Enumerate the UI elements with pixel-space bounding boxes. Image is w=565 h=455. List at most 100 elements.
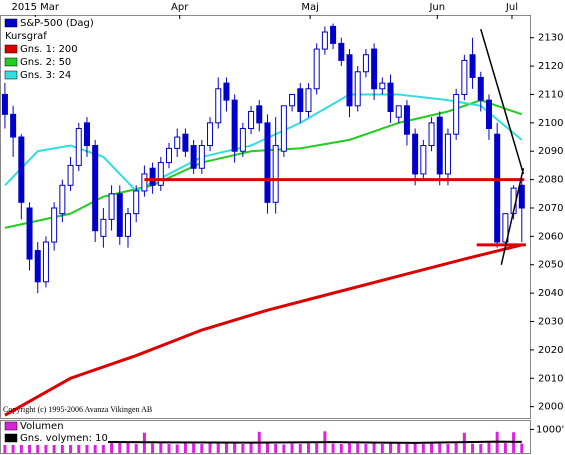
y-tick-label: 2000 <box>538 402 563 413</box>
candle-body <box>26 207 33 260</box>
candle-body <box>362 54 369 73</box>
candle-body <box>92 145 99 232</box>
legend-label: Gns. 3: 24 <box>20 70 71 81</box>
candle-body <box>403 105 410 135</box>
y-tick-label: 2110 <box>538 89 563 100</box>
candle-body <box>207 122 214 147</box>
candle-body <box>141 173 148 192</box>
volume-bar <box>421 444 425 453</box>
legend-label: Gns. 2: 50 <box>20 57 71 68</box>
volume-bar <box>36 441 40 453</box>
volume-bar <box>167 444 171 453</box>
volume-bar <box>520 443 524 453</box>
volume-bar <box>175 444 179 453</box>
volume-bar <box>265 443 269 453</box>
volume-bar <box>151 443 155 453</box>
legend-swatch <box>4 57 18 67</box>
x-tick-label: 2015 Mar <box>12 2 60 13</box>
volume-bar <box>110 443 114 453</box>
candle-body <box>477 76 484 101</box>
candle-body <box>444 133 451 175</box>
volume-bar <box>290 443 294 453</box>
legend-label: Kursgraf <box>5 31 47 42</box>
volume-bar <box>356 443 360 453</box>
candle-body <box>182 133 189 152</box>
y-tick-label: 2040 <box>538 288 563 299</box>
candle-body <box>436 116 443 175</box>
volume-bar <box>93 442 97 453</box>
x-tick-label: Jun <box>428 2 445 13</box>
volume-bar <box>413 443 417 453</box>
volume-bar <box>200 444 204 453</box>
volume-bar <box>224 443 228 453</box>
candle-body <box>100 218 107 237</box>
y-tick-label: 2100 <box>538 118 563 129</box>
candle-body <box>157 162 164 186</box>
volume-bar <box>28 441 32 453</box>
volume-bar <box>331 443 335 453</box>
candle-body <box>198 145 205 169</box>
volume-bar <box>339 444 343 453</box>
volume-bar <box>126 442 130 453</box>
candle-body <box>133 190 140 215</box>
y-tick-label: 2030 <box>538 317 563 328</box>
candle-body <box>18 136 25 203</box>
candle-body <box>395 105 402 118</box>
volume-bar <box>85 444 89 453</box>
volume-bar <box>3 443 7 453</box>
legend-label: Gns. 1: 200 <box>20 44 78 55</box>
candle-body <box>371 48 378 90</box>
candle-body <box>387 82 394 112</box>
moving-average <box>4 243 523 417</box>
volume-bar <box>216 443 220 453</box>
candle-body <box>83 122 90 147</box>
volume-bar <box>274 444 278 453</box>
candle-body <box>75 128 82 166</box>
candle-body <box>166 147 173 164</box>
candle-body <box>116 193 123 237</box>
volume-bar <box>11 444 15 453</box>
legend-swatch <box>4 44 18 54</box>
y-tick-label: 2130 <box>538 33 563 44</box>
volume-bar <box>438 443 442 453</box>
y-tick-label: 2070 <box>538 203 563 214</box>
legend-swatch <box>4 70 18 80</box>
candle-body <box>420 145 427 175</box>
candle-body <box>379 82 386 90</box>
legend-swatch <box>4 433 18 443</box>
volume-bar <box>233 442 237 453</box>
candle-body <box>264 122 271 203</box>
candle-body <box>174 136 181 149</box>
volume-bar <box>348 443 352 453</box>
candle-body <box>248 110 255 130</box>
y-tick-label: 2010 <box>538 373 563 384</box>
candle-body <box>346 54 353 107</box>
volume-bar <box>183 443 187 453</box>
candle-body <box>313 48 320 90</box>
volume-bar <box>52 442 56 453</box>
candle-body <box>256 105 263 124</box>
y-tick-label: 2120 <box>538 61 563 72</box>
candle-body <box>223 82 230 101</box>
candle-body <box>239 128 246 152</box>
volume-bar <box>60 443 64 453</box>
candle-body <box>10 113 17 138</box>
candle-body <box>59 184 66 215</box>
candle-body <box>485 99 492 130</box>
candle-body <box>108 193 115 220</box>
candle-body <box>51 207 58 243</box>
legend-label: Gns. volymen: 10 <box>20 433 108 444</box>
candle-body <box>412 133 419 175</box>
volume-bar <box>69 443 73 453</box>
candle-body <box>149 167 156 186</box>
legend-box <box>2 17 106 83</box>
volume-bar <box>306 443 310 453</box>
x-tick-label: Maj <box>301 2 319 13</box>
volume-bar <box>77 442 81 453</box>
candle-body <box>502 213 509 243</box>
copyright: Copyright (c) 1995-2006 Avanza Vikingen … <box>3 405 152 414</box>
volume-bar <box>241 444 245 453</box>
volume-bar <box>372 443 376 453</box>
candle-body <box>215 88 222 124</box>
